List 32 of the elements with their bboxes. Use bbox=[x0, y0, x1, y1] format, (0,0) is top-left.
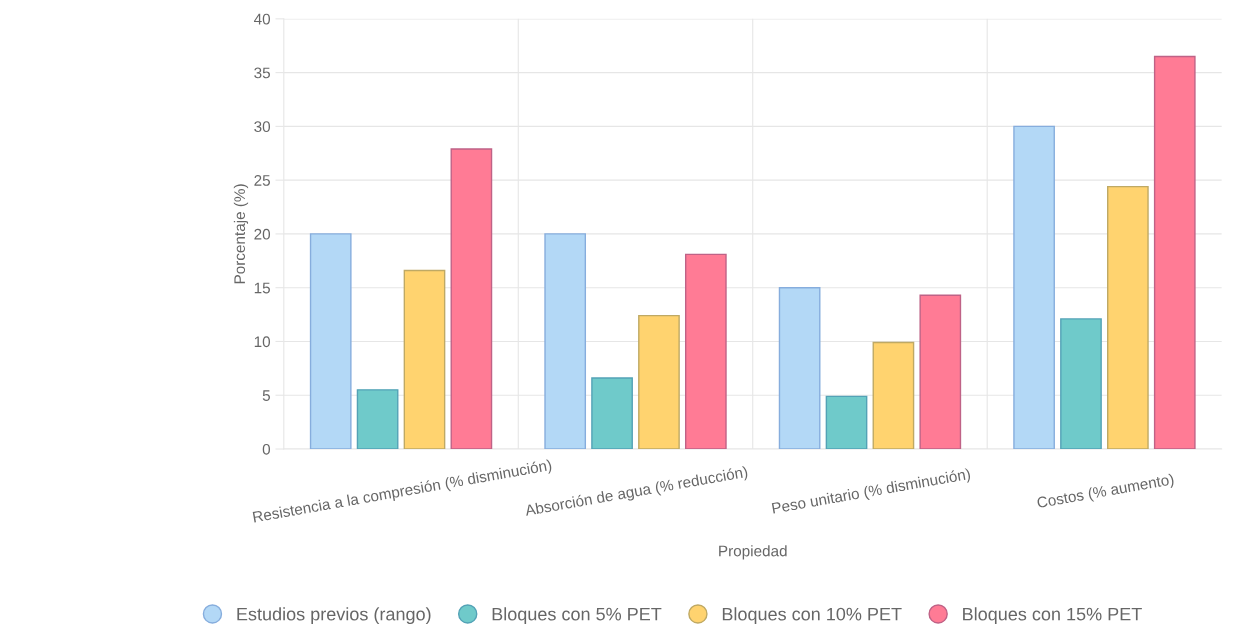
bar bbox=[825, 395, 868, 450]
bar bbox=[872, 341, 915, 450]
bar bbox=[450, 148, 493, 450]
x-axis-title: Propiedad bbox=[719, 545, 787, 560]
y-tick-label: 40 bbox=[253, 13, 271, 25]
legend-label: Estudios previos (rango) bbox=[237, 607, 431, 625]
bar bbox=[356, 389, 399, 450]
bar bbox=[1153, 55, 1196, 450]
bar bbox=[591, 377, 633, 450]
y-tick-label: 30 bbox=[254, 121, 271, 133]
bar bbox=[544, 233, 587, 450]
y-tick-label: 25 bbox=[254, 175, 270, 186]
legend-label: Bloques con 5% PET bbox=[492, 607, 662, 625]
y-tick-label: 0 bbox=[262, 443, 271, 455]
bar bbox=[403, 269, 446, 450]
bar bbox=[309, 233, 352, 450]
y-tick-label: 20 bbox=[254, 228, 271, 240]
legend-label: Bloques con 10% PET bbox=[722, 607, 902, 625]
bar bbox=[1060, 318, 1102, 450]
legend-label: Bloques con 15% PET bbox=[963, 607, 1142, 625]
y-tick-label: 35 bbox=[254, 67, 270, 79]
bar bbox=[1013, 125, 1055, 450]
y-tick-label: 5 bbox=[262, 390, 270, 401]
bar bbox=[638, 314, 680, 450]
y-axis-title: Porcentaje (%) bbox=[233, 184, 249, 284]
bar bbox=[684, 253, 727, 450]
bar bbox=[1107, 185, 1149, 450]
y-tick-label: 15 bbox=[254, 282, 270, 294]
x-tick-label: Costos (% aumento) bbox=[1036, 473, 1175, 512]
bar bbox=[919, 294, 962, 450]
y-tick-label: 10 bbox=[254, 336, 271, 348]
bar bbox=[778, 287, 821, 450]
